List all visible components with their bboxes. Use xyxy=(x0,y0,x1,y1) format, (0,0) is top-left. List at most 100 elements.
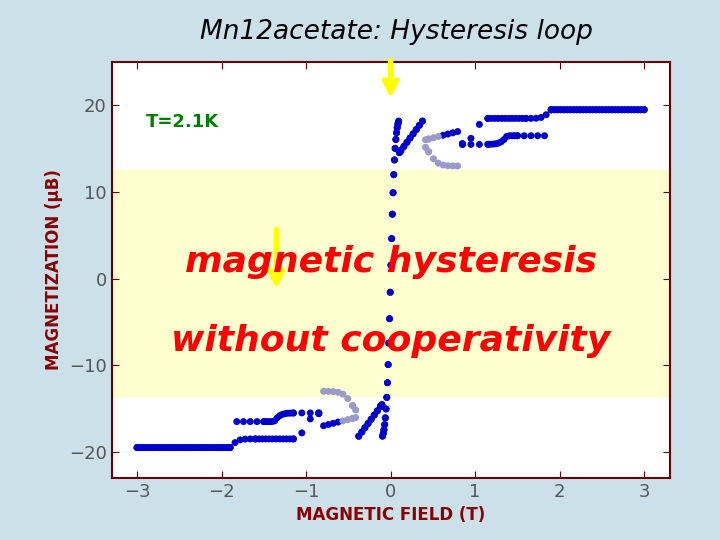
Point xyxy=(395,146,407,155)
Point xyxy=(173,443,184,452)
Point xyxy=(350,413,361,422)
Point xyxy=(271,414,283,422)
Point xyxy=(160,443,171,452)
Point xyxy=(217,443,229,452)
Point xyxy=(616,105,628,114)
Point xyxy=(245,417,256,426)
Point xyxy=(384,288,396,296)
Point xyxy=(395,147,406,156)
Point xyxy=(626,105,637,114)
Point xyxy=(597,105,608,114)
Point xyxy=(208,443,220,452)
Point xyxy=(135,443,146,452)
Point xyxy=(377,432,388,441)
Point xyxy=(393,117,405,125)
Point xyxy=(224,443,235,452)
Point xyxy=(313,409,325,418)
Point xyxy=(549,105,560,114)
Point xyxy=(546,105,557,114)
Point xyxy=(179,443,191,452)
Point xyxy=(509,131,521,140)
Point xyxy=(224,443,235,452)
Point xyxy=(157,443,168,452)
Point xyxy=(202,443,213,452)
Point xyxy=(385,261,397,269)
Point xyxy=(256,435,268,443)
Point xyxy=(393,117,405,125)
Point xyxy=(442,130,454,138)
Point xyxy=(347,401,359,410)
Point xyxy=(328,387,339,396)
Point xyxy=(212,443,223,452)
Point xyxy=(456,140,468,149)
Point xyxy=(374,402,386,411)
Point xyxy=(506,114,518,123)
Point xyxy=(202,443,213,452)
Point xyxy=(277,410,289,418)
Point xyxy=(380,404,392,413)
Point xyxy=(379,414,391,422)
Text: Mn12acetate: Hysteresis loop: Mn12acetate: Hysteresis loop xyxy=(199,19,593,45)
Point xyxy=(619,105,631,114)
Point xyxy=(632,105,644,114)
Point xyxy=(437,161,449,170)
Point xyxy=(176,443,188,452)
Point xyxy=(388,170,400,179)
Point xyxy=(386,234,397,243)
Point xyxy=(465,134,477,143)
Point xyxy=(401,138,413,146)
Point xyxy=(333,418,344,427)
Point xyxy=(405,134,416,143)
Point xyxy=(199,443,210,452)
Point xyxy=(359,423,371,432)
Point xyxy=(333,388,344,396)
Point xyxy=(163,443,175,452)
Point xyxy=(166,443,178,452)
Point xyxy=(629,105,640,114)
Point xyxy=(192,443,204,452)
Point xyxy=(390,144,401,153)
Point xyxy=(328,419,339,428)
Point xyxy=(173,443,184,452)
Point xyxy=(520,114,531,123)
Point xyxy=(500,114,511,123)
Point xyxy=(420,136,431,144)
Point xyxy=(362,419,374,428)
Point xyxy=(192,443,204,452)
Point xyxy=(520,114,531,123)
Point xyxy=(387,210,398,219)
Point xyxy=(635,105,647,114)
Point xyxy=(383,339,395,347)
Point xyxy=(374,402,386,411)
Point xyxy=(170,443,181,452)
Point xyxy=(512,131,523,140)
Point xyxy=(382,360,394,369)
Point xyxy=(525,131,536,140)
Point xyxy=(482,140,494,149)
Point xyxy=(376,400,387,409)
Point xyxy=(212,443,223,452)
Point xyxy=(541,110,552,119)
Point xyxy=(391,129,402,137)
Point xyxy=(250,435,261,443)
Point xyxy=(323,387,334,396)
Text: T=2.1K: T=2.1K xyxy=(145,113,219,131)
Point xyxy=(387,188,399,197)
Point xyxy=(525,114,536,123)
Point xyxy=(287,409,299,417)
Point xyxy=(555,105,567,114)
Point xyxy=(374,402,386,411)
Point xyxy=(433,159,444,167)
Point xyxy=(546,105,557,114)
Point xyxy=(144,443,156,452)
Point xyxy=(562,105,573,114)
Point xyxy=(266,417,278,426)
Point xyxy=(395,146,407,155)
Point xyxy=(388,170,400,179)
Point xyxy=(131,443,143,452)
Point xyxy=(365,415,377,423)
Point xyxy=(632,105,644,114)
Point xyxy=(384,314,395,323)
Point xyxy=(189,443,200,452)
Point xyxy=(588,105,599,114)
